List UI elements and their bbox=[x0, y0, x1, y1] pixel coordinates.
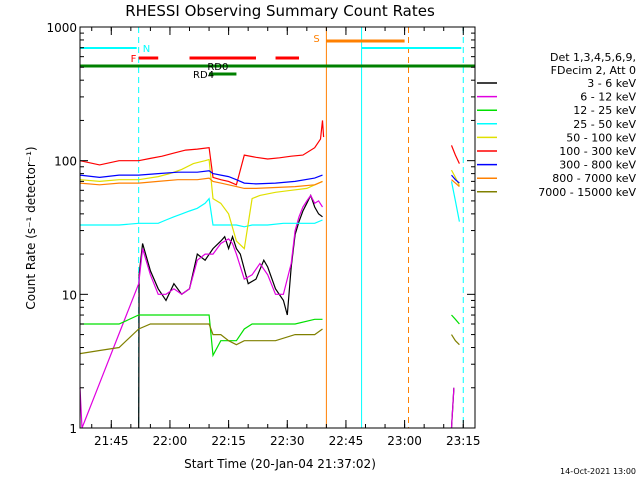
series-line-main bbox=[80, 314, 323, 358]
legend-entry-300-800-kev: 300 - 800 keV bbox=[559, 159, 636, 172]
x-tick-label: 22:45 bbox=[329, 434, 364, 448]
series-line-late bbox=[451, 179, 460, 188]
chart-title: RHESSI Observing Summary Count Rates bbox=[125, 2, 435, 20]
flag-bar-n: N bbox=[80, 44, 462, 55]
series-line-late bbox=[450, 387, 455, 429]
series-6-12-kev bbox=[79, 194, 455, 429]
y-axis-label: Count Rate (s⁻¹ detector⁻¹) bbox=[24, 146, 38, 309]
x-axis: 21:45 22:00 22:15 22:30 22:45 23:00 23:15 bbox=[91, 27, 481, 448]
series-line-late bbox=[450, 145, 460, 164]
x-axis-label: Start Time (20-Jan-04 21:37:02) bbox=[184, 457, 376, 471]
legend-entry-25-50-kev: 25 - 50 keV bbox=[573, 118, 636, 131]
series-12-25-kev bbox=[80, 314, 460, 358]
legend-entry-6-12-kev: 6 - 12 keV bbox=[580, 91, 636, 104]
x-tick-label: 22:15 bbox=[211, 434, 246, 448]
series-line-main bbox=[79, 158, 323, 250]
legend-entry-3-6-kev: 3 - 6 keV bbox=[587, 77, 636, 90]
legend-entry-800-7000-kev: 800 - 7000 keV bbox=[552, 172, 636, 185]
series-line-main bbox=[79, 323, 323, 355]
flag-label-f: F bbox=[131, 54, 137, 65]
series-line-main bbox=[80, 197, 323, 228]
legend-entry-7000-15000-kev: 7000 - 15000 keV bbox=[538, 186, 636, 199]
series-line-late bbox=[450, 181, 460, 222]
flag-label-rd0: RD0 bbox=[207, 62, 228, 73]
y-tick-label: 10 bbox=[62, 288, 77, 302]
series-7000-15000-kev bbox=[79, 323, 460, 355]
flag-bar-f: F bbox=[131, 54, 300, 65]
legend-entry-50-100-kev: 50 - 100 keV bbox=[566, 131, 636, 144]
legend-entry-12-25-kev: 12 - 25 keV bbox=[573, 104, 636, 117]
x-tick-label: 23:15 bbox=[446, 434, 481, 448]
plot-frame bbox=[79, 26, 476, 429]
flag-label-rd4: RD4 bbox=[193, 70, 214, 81]
series-50-100-kev bbox=[79, 158, 460, 250]
flag-label-s: S bbox=[313, 34, 319, 45]
x-tick-label: 23:00 bbox=[387, 434, 422, 448]
series-line-late bbox=[450, 334, 460, 346]
flag-label-n: N bbox=[143, 44, 150, 55]
series-line-late bbox=[451, 174, 460, 184]
series-100-300-kev bbox=[79, 120, 460, 186]
series-line-main bbox=[79, 120, 325, 186]
legend-header: FDecim 2, Att 0 bbox=[551, 64, 636, 77]
flag-bar-rd4: RD4 bbox=[193, 70, 237, 81]
series-line-main bbox=[79, 177, 323, 189]
series-line-main bbox=[79, 194, 324, 429]
y-tick-label: 1 bbox=[69, 422, 77, 436]
series-line-late bbox=[451, 314, 460, 325]
y-tick-label: 100 bbox=[54, 155, 77, 169]
y-tick-label: 1000 bbox=[46, 21, 77, 35]
x-tick-label: 22:30 bbox=[270, 434, 305, 448]
series-3-6-kev bbox=[138, 193, 455, 429]
series-800-7000-kev bbox=[79, 177, 460, 189]
flag-bar-rd0: RD0 bbox=[207, 62, 228, 73]
legend: Det 1,3,4,5,6,9,FDecim 2, Att 03 - 6 keV… bbox=[477, 51, 636, 199]
series-line-late bbox=[450, 169, 460, 186]
series-300-800-kev bbox=[79, 170, 460, 185]
footer-timestamp: 14-Oct-2021 13:00 bbox=[560, 467, 636, 476]
series-25-50-kev bbox=[80, 181, 460, 228]
flag-bar-s: S bbox=[313, 34, 405, 45]
y-axis: 1 10 100 1000 bbox=[46, 21, 475, 436]
x-tick-label: 22:00 bbox=[153, 434, 188, 448]
legend-header: Det 1,3,4,5,6,9, bbox=[550, 51, 636, 64]
series-line-main bbox=[79, 170, 323, 185]
x-tick-label: 21:45 bbox=[94, 434, 129, 448]
legend-entry-100-300-kev: 100 - 300 keV bbox=[559, 145, 636, 158]
